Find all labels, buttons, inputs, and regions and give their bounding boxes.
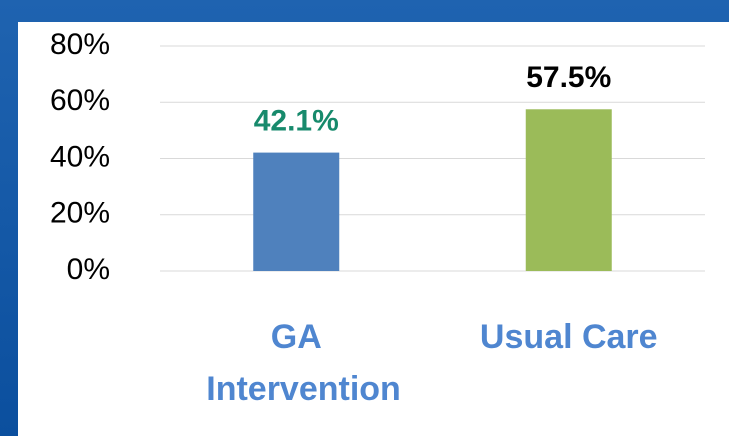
y-tick-label: 80% (50, 28, 110, 61)
y-tick-label: 0% (67, 253, 110, 286)
value-label: 42.1% (254, 105, 339, 138)
y-tick-label: 40% (50, 140, 110, 173)
value-label: 57.5% (526, 61, 611, 94)
bar (253, 152, 340, 271)
x-tick-label: Usual Care (479, 318, 658, 356)
bar (525, 109, 612, 271)
x-tick-label: GA Intervention (206, 318, 401, 408)
y-tick-label: 20% (50, 197, 110, 230)
y-tick-label: 60% (50, 84, 110, 117)
